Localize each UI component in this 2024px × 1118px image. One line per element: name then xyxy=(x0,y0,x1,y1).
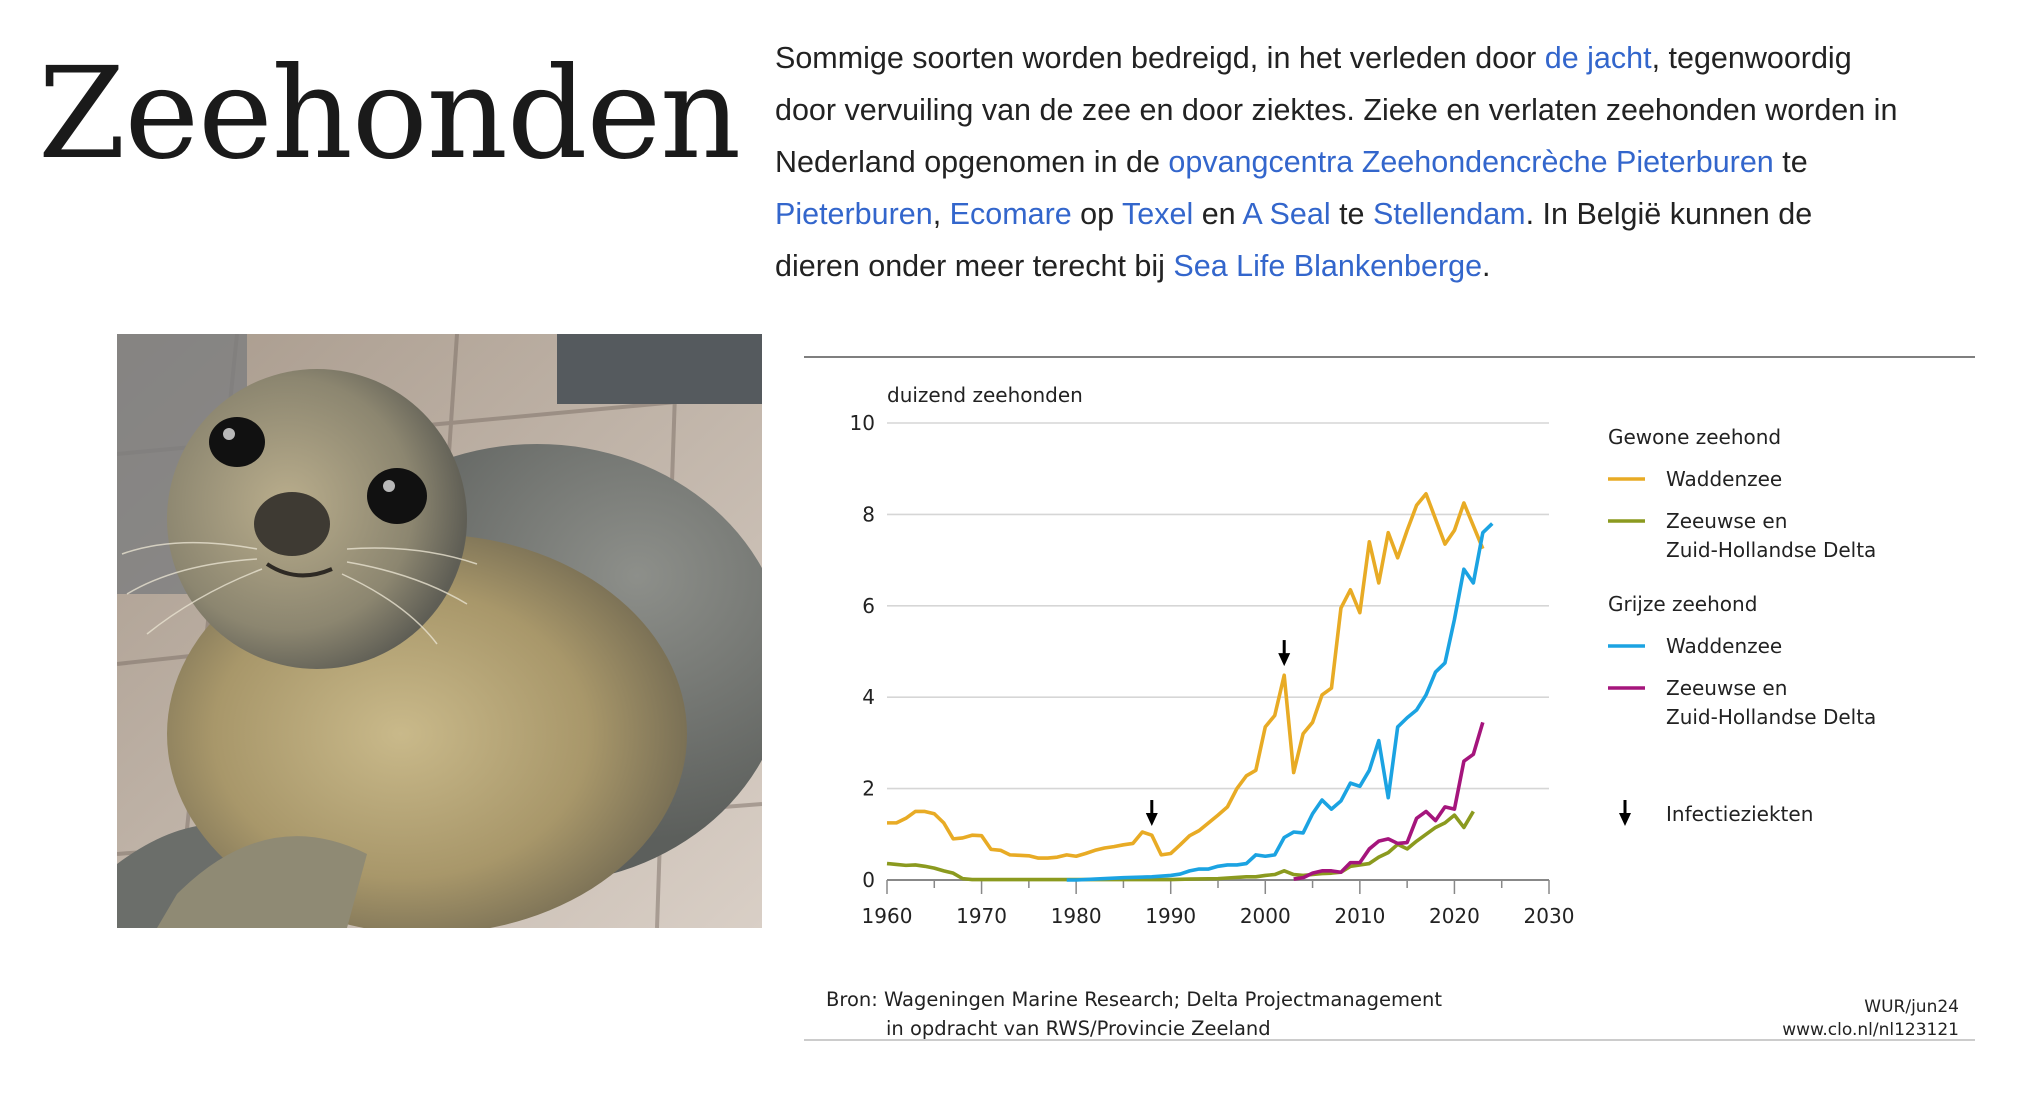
paragraph-text: . xyxy=(1482,249,1491,283)
wiki-link[interactable]: A Seal xyxy=(1242,197,1331,231)
x-tick-label: 2010 xyxy=(1334,904,1385,928)
paragraph-line: Pieterburen, Ecomare op Texel en A Seal … xyxy=(775,188,1897,240)
x-tick-label: 1970 xyxy=(956,904,1007,928)
seal-image xyxy=(117,334,762,928)
legend-label: Zuid-Hollandse Delta xyxy=(1666,705,1876,729)
series-line-2 xyxy=(1066,522,1494,882)
x-tick-label: 2030 xyxy=(1524,904,1575,928)
paragraph-text: Nederland opgenomen in de xyxy=(775,145,1169,179)
legend-label: Waddenzee xyxy=(1666,634,1782,658)
y-tick-label: 8 xyxy=(862,502,875,526)
paragraph-text: Sommige soorten worden bedreigd, in het … xyxy=(775,41,1545,75)
x-tick-label: 1960 xyxy=(862,904,913,928)
wiki-link[interactable]: de jacht xyxy=(1544,41,1652,75)
wiki-link[interactable]: Sea Life Blankenberge xyxy=(1173,249,1483,283)
wiki-link[interactable]: Pieterburen xyxy=(775,197,933,231)
paragraph-text: , tegenwoordig xyxy=(1651,41,1852,75)
y-tick-label: 4 xyxy=(862,685,875,709)
legend-label: Zeeuwse en xyxy=(1666,676,1787,700)
y-tick-label: 2 xyxy=(862,777,875,801)
wiki-link[interactable]: opvangcentra Zeehondencrèche Pieterburen xyxy=(1168,145,1774,179)
credit-line-2: www.clo.nl/nl123121 xyxy=(1782,1020,1959,1040)
paragraph-text: en xyxy=(1193,197,1243,231)
y-tick-label: 0 xyxy=(862,868,875,892)
paragraph-line: door vervuiling van de zee en door ziekt… xyxy=(775,84,1897,136)
paragraph-text: dieren onder meer terecht bij xyxy=(775,249,1174,283)
wiki-link[interactable]: Texel xyxy=(1122,197,1194,231)
paragraph-line: dieren onder meer terecht bij Sea Life B… xyxy=(775,240,1897,292)
wiki-link[interactable]: Ecomare xyxy=(949,197,1072,231)
paragraph-text: . In België kunnen de xyxy=(1525,197,1813,231)
seal-photo xyxy=(117,334,762,928)
legend-label: Zeeuwse en xyxy=(1666,509,1787,533)
y-tick-label: 10 xyxy=(850,411,875,435)
series-line-3 xyxy=(1293,721,1485,881)
series-line-1 xyxy=(886,810,1475,882)
paragraph-text: op xyxy=(1071,197,1123,231)
x-tick-label: 1980 xyxy=(1051,904,1102,928)
x-tick-label: 2020 xyxy=(1429,904,1480,928)
legend-group-title: Grijze zeehond xyxy=(1608,592,1757,616)
intro-paragraph: Sommige soorten worden bedreigd, in het … xyxy=(775,32,1897,292)
page-title: Zeehonden xyxy=(38,40,741,187)
source-line-2: in opdracht van RWS/Provincie Zeeland xyxy=(886,1017,1271,1040)
legend-label-infection: Infectieziekten xyxy=(1666,802,1813,826)
legend-arrow-icon xyxy=(1619,800,1631,826)
wiki-link[interactable]: Stellendam xyxy=(1373,197,1526,231)
x-tick-label: 2000 xyxy=(1240,904,1291,928)
credit-line-1: WUR/jun24 xyxy=(1864,997,1959,1017)
infection-arrow-icon xyxy=(1278,640,1291,667)
series-line-0 xyxy=(887,492,1485,860)
legend-label: Zuid-Hollandse Delta xyxy=(1666,538,1876,562)
source-line-1: Bron: Wageningen Marine Research; Delta … xyxy=(826,988,1442,1011)
paragraph-text: door vervuiling van de zee en door ziekt… xyxy=(775,93,1898,127)
paragraph-line: Sommige soorten worden bedreigd, in het … xyxy=(775,32,1897,84)
paragraph-line: Nederland opgenomen in de opvangcentra Z… xyxy=(775,136,1897,188)
legend-label: Waddenzee xyxy=(1666,467,1782,491)
x-tick-label: 1990 xyxy=(1145,904,1196,928)
paragraph-text: te xyxy=(1330,197,1373,231)
infection-arrow-icon xyxy=(1145,800,1158,827)
y-tick-label: 6 xyxy=(862,594,875,618)
paragraph-text: , xyxy=(932,197,950,231)
paragraph-text: te xyxy=(1773,145,1808,179)
legend-group-title: Gewone zeehond xyxy=(1608,425,1781,449)
y-axis-label: duizend zeehonden xyxy=(887,383,1083,407)
